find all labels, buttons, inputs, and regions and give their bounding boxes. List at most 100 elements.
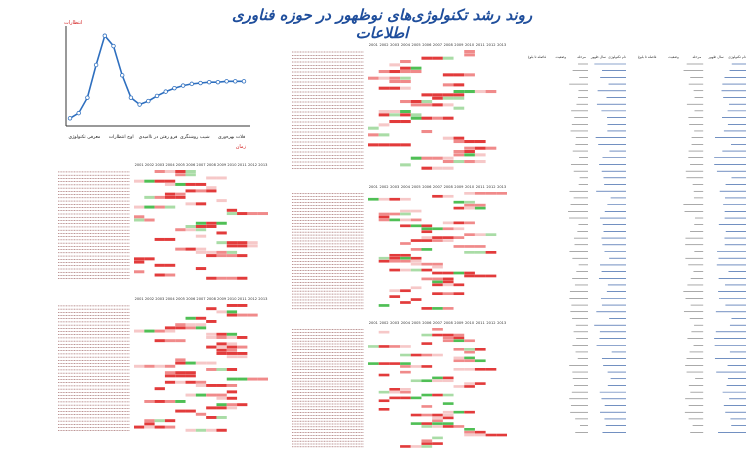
heatmap-cell (432, 194, 443, 198)
heatmap-cell (400, 110, 411, 114)
heatmap-cell (442, 393, 454, 397)
heatmap-cell (195, 225, 207, 228)
heatmap-cell (432, 422, 443, 425)
heatmap-cell (195, 323, 207, 327)
heatmap-year-label: 2012 (486, 43, 495, 47)
heatmap-cell (442, 280, 454, 284)
heatmap-cell (175, 195, 186, 199)
heatmap-cell (400, 197, 411, 201)
heatmap-cell (421, 224, 433, 228)
heatmap-cell (154, 387, 165, 391)
hype-curve-point (67, 116, 73, 121)
tech-table-2: نام تکنولوژی سال ظهور مرحله وضعیت فاصله تا ب… (638, 55, 746, 433)
heatmap-cell (226, 342, 238, 346)
heatmap-cell (134, 329, 145, 333)
heatmap-cell (421, 442, 433, 445)
heatmap-cell (410, 70, 422, 74)
heatmap-cell (389, 256, 401, 260)
heatmap-chart-4: 2001 2002 2003 2004 2005 2006 2007 2008 2009 2010… (292, 185, 507, 310)
heatmap-year-label: 2002 (379, 321, 388, 325)
heatmap-cell (400, 345, 411, 348)
heatmap-cell (226, 276, 238, 280)
heatmap-cell (226, 250, 238, 254)
heatmap-cell (410, 100, 422, 104)
heatmap-cell (195, 380, 207, 384)
heatmap-cell (410, 268, 422, 272)
heatmap-cell (464, 339, 475, 343)
heatmap-cell (464, 356, 475, 360)
heatmap-cell (442, 379, 454, 383)
heatmap-cell (154, 339, 165, 343)
heatmap-cell (496, 433, 507, 437)
heatmap-cell (216, 368, 227, 371)
heatmap-cell (378, 399, 390, 403)
heatmap-cell (389, 120, 401, 124)
heatmap-cell (144, 400, 155, 403)
heatmap-year-label: 2012 (486, 321, 495, 325)
heatmap-year-label: 2013 (258, 163, 267, 167)
heatmap-cell (185, 326, 196, 330)
heatmap-cell (154, 364, 165, 368)
heatmap-cell (474, 433, 486, 437)
heatmap-cell (474, 90, 486, 94)
heatmap-cell (144, 422, 155, 426)
heatmap-cell (206, 428, 217, 432)
heatmap-year-label: 2006 (186, 163, 196, 167)
heatmap-cell (195, 189, 207, 193)
heatmap-cell (185, 173, 196, 177)
heatmap-cell (485, 274, 497, 278)
heatmap-cell (164, 419, 176, 423)
heatmap-cell (442, 136, 454, 140)
heatmap-year-label: 2010 (465, 321, 475, 325)
heatmap-cell (400, 60, 411, 64)
heatmap-cell (195, 202, 207, 206)
heatmap-cell (474, 245, 486, 248)
heatmap-cell (474, 368, 486, 371)
heatmap-cell (442, 339, 454, 343)
heatmap-cell (378, 215, 390, 219)
heatmap-cell (237, 254, 248, 258)
heatmap-cell (175, 228, 186, 232)
heatmap-cell (453, 368, 465, 371)
heatmap-cell (185, 409, 196, 413)
heatmap-cell (453, 348, 465, 351)
heatmap-year-label: 2007 (433, 43, 442, 47)
heatmap-cell (144, 364, 155, 368)
table-column-header: فاصله تا بلوغ (528, 55, 546, 59)
heatmap-cell (453, 221, 465, 225)
heatmap-cell (216, 393, 227, 397)
heatmap-cell (195, 221, 207, 225)
heatmap-cell (453, 83, 465, 87)
heatmap-cell (226, 244, 238, 248)
hype-phase-label: فلات بهره‌وری (218, 135, 245, 140)
heatmap-cell (134, 364, 145, 368)
heatmap-cell (464, 160, 475, 164)
heatmap-cell (453, 140, 465, 144)
heatmap-cell (378, 345, 390, 348)
heatmap-cell (216, 310, 227, 314)
heatmap-cell (464, 140, 475, 144)
heatmap-cell (485, 433, 497, 437)
heatmap-cell (442, 73, 454, 77)
heatmap-cell (144, 179, 155, 183)
heatmap-cell (206, 361, 217, 365)
heatmap-cell (237, 241, 248, 245)
heatmap-cell (474, 233, 486, 237)
heatmap-cell (410, 262, 422, 266)
heatmap-cell (442, 83, 454, 87)
heatmap-cell (216, 384, 227, 387)
heatmap-cell (421, 393, 433, 397)
heatmap-cell (400, 86, 411, 90)
heatmap-cell (378, 259, 390, 263)
heatmap-cell (226, 355, 238, 359)
heatmap-cell (442, 292, 454, 296)
heatmap-cell (464, 382, 475, 385)
heatmap-cell (421, 342, 433, 345)
heatmap-cell (442, 116, 454, 120)
hype-x-label: زمان (236, 144, 247, 150)
heatmap-year-label: 2009 (217, 297, 227, 301)
hype-cycle-panel: انتظارات معرفی تکنولوژی اوج انتظارات فرو رف… (50, 14, 260, 154)
heatmap-cell (421, 365, 433, 368)
heatmap-cell (206, 416, 217, 419)
heatmap-cell (206, 221, 217, 225)
